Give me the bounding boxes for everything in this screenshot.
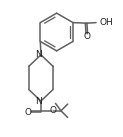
Text: O: O [24,108,31,117]
Text: N: N [35,50,42,59]
Text: OH: OH [100,18,113,27]
Text: O: O [84,32,91,41]
Text: O: O [50,106,57,115]
Text: N: N [35,97,42,106]
